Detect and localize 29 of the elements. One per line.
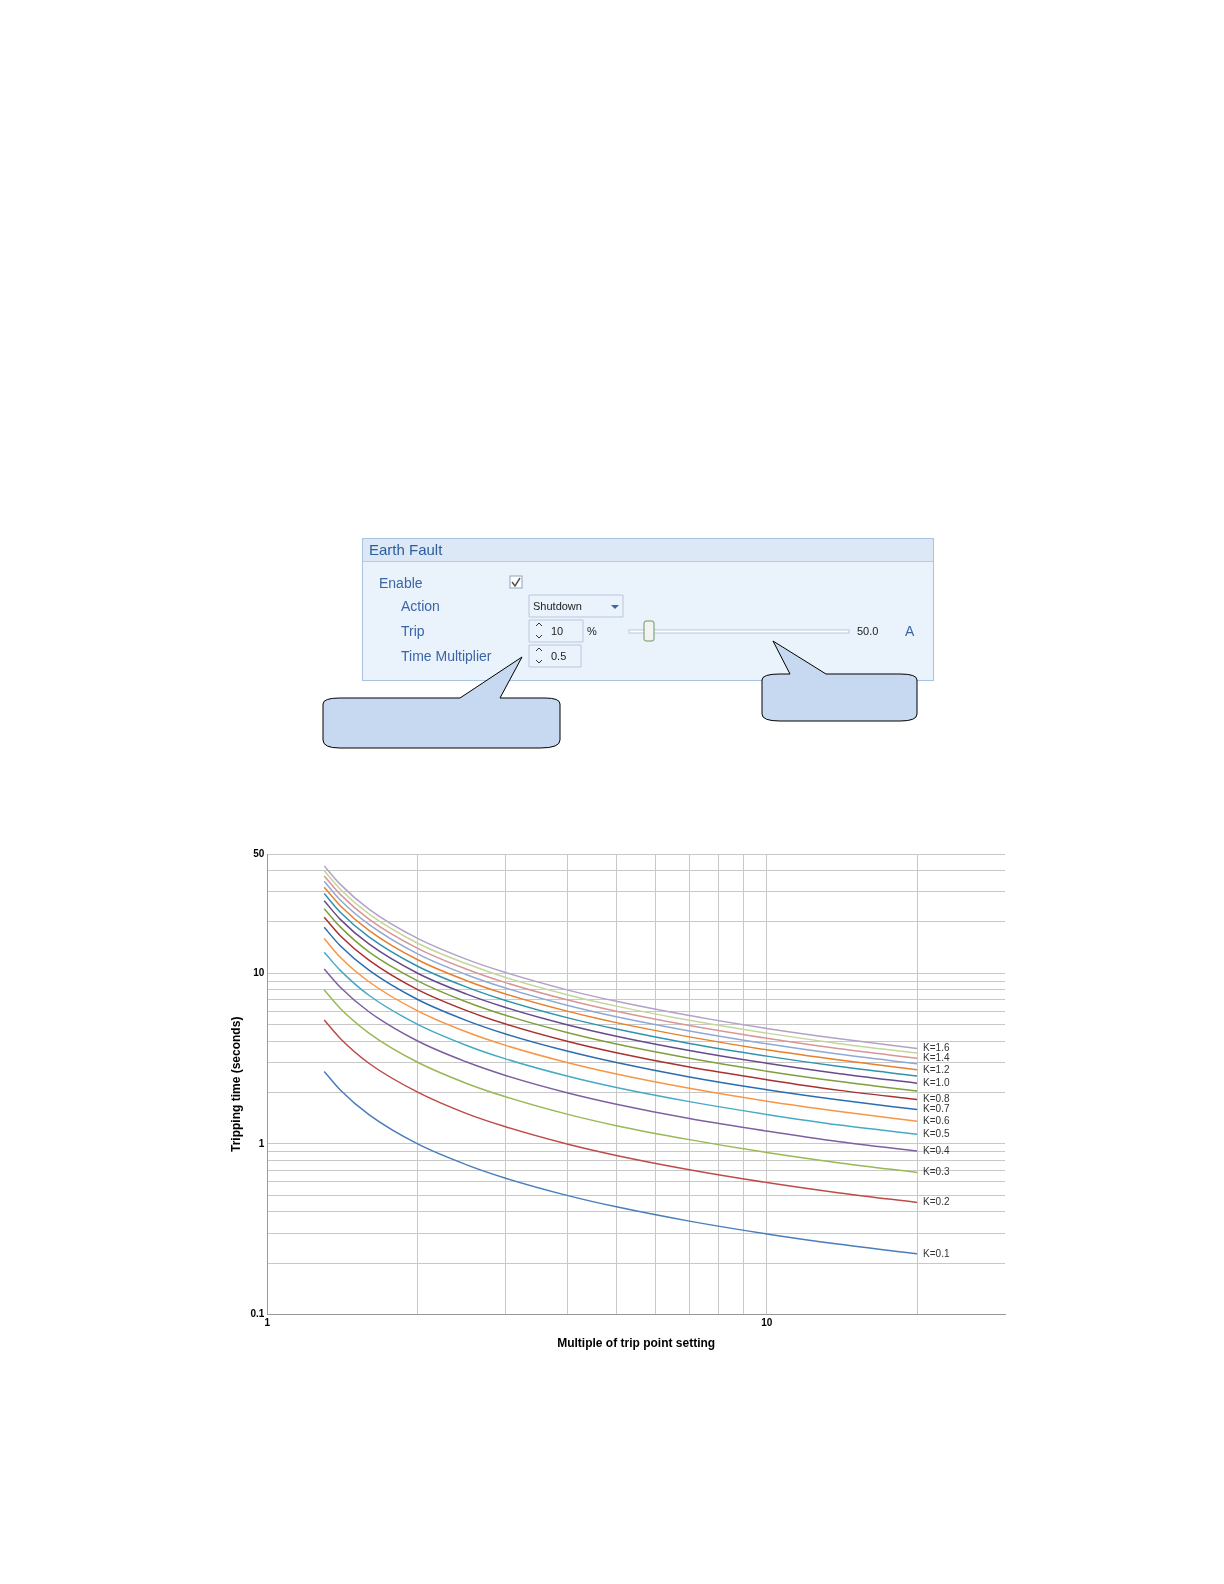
text: 0.5	[551, 650, 567, 662]
x-axis-title: Multiple of trip point setting	[557, 1336, 716, 1351]
text: 10	[551, 625, 564, 637]
text: Enable	[379, 575, 423, 591]
y-tick-label: 50	[253, 847, 265, 859]
text: A	[905, 623, 915, 639]
series-label: K=1.2	[923, 1063, 950, 1075]
series-label: K=0.3	[923, 1166, 950, 1178]
text: Trip	[401, 623, 425, 639]
series-label: K=0.4	[923, 1144, 950, 1156]
y-tick-label: 0.1	[250, 1308, 265, 1320]
series-label: K=0.6	[923, 1114, 950, 1126]
y-axis-title: Tripping time (seconds)	[228, 1016, 243, 1152]
series-label: K=0.7	[923, 1103, 950, 1115]
series-label: K=1.6	[923, 1042, 950, 1054]
series-label: K=1.0	[923, 1076, 950, 1088]
text: Action	[401, 598, 440, 614]
text: 50.0	[857, 625, 879, 637]
text: Earth Fault	[363, 539, 933, 562]
series-label: K=0.8	[923, 1093, 950, 1105]
series-label: K=1.4	[923, 1051, 950, 1063]
series-label: K=0.5	[923, 1127, 950, 1139]
y-tick-label: 1	[258, 1137, 265, 1149]
series-label: K=0.1	[923, 1247, 950, 1259]
y-tick-label: 10	[253, 967, 265, 979]
series-label: K=0.2	[923, 1196, 950, 1208]
text: Shutdown	[533, 600, 582, 612]
text: Time Multiplier	[401, 648, 492, 664]
text: %	[587, 625, 597, 637]
